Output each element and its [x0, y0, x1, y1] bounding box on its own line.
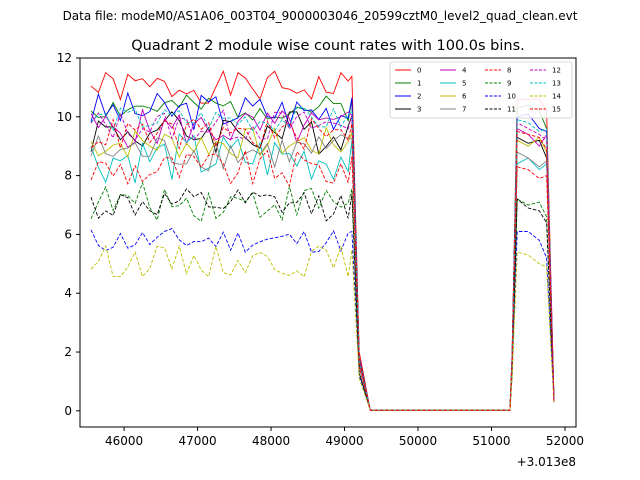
x-tick-label: 51000	[472, 434, 510, 448]
legend-label: 8	[507, 67, 511, 75]
legend-label: 14	[552, 93, 561, 101]
legend-label: 13	[552, 80, 561, 88]
legend-label: 10	[507, 93, 516, 101]
series-line-14	[90, 244, 555, 411]
x-tick-label: 47000	[178, 434, 216, 448]
series-layer	[90, 69, 555, 411]
x-tick-label: 50000	[399, 434, 437, 448]
y-tick-label: 8	[64, 169, 72, 183]
axis-ticks: 46000 47000 48000 49000 50000 51000 52000 0 2 4 6 8…	[57, 51, 584, 448]
legend-label: 0	[417, 67, 421, 75]
x-tick-label: 46000	[105, 434, 143, 448]
series-line-8	[90, 149, 555, 411]
series-line-12	[90, 109, 555, 411]
y-tick-label: 0	[64, 404, 72, 418]
series-line-7	[90, 134, 555, 411]
series-line-9	[90, 181, 555, 411]
legend-label: 1	[417, 80, 421, 88]
series-line-15	[90, 117, 555, 411]
y-tick-label: 6	[64, 227, 72, 241]
series-line-6	[90, 126, 555, 411]
series-line-11	[90, 188, 555, 411]
series-line-3	[90, 111, 555, 411]
y-tick-label: 10	[57, 110, 72, 124]
legend-label: 6	[462, 93, 467, 101]
series-line-5	[90, 132, 555, 411]
y-tick-label: 4	[64, 286, 72, 300]
legend-label: 9	[507, 80, 511, 88]
legend-label: 2	[417, 93, 421, 101]
series-line-10	[90, 228, 555, 411]
legend-box	[389, 61, 573, 119]
x-tick-label: 52000	[546, 434, 584, 448]
legend-label: 3	[417, 106, 421, 114]
series-line-0	[90, 69, 555, 411]
legend-label: 7	[462, 106, 466, 114]
y-tick-label: 12	[57, 51, 72, 65]
plot-frame	[79, 57, 577, 428]
x-tick-label: 49000	[325, 434, 363, 448]
y-tick-label: 2	[64, 345, 72, 359]
legend-label: 11	[507, 106, 516, 114]
series-line-13	[90, 106, 555, 411]
legend-label: 4	[462, 67, 467, 75]
x-tick-label: 48000	[252, 434, 290, 448]
legend-label: 5	[462, 80, 466, 88]
series-line-4	[90, 108, 555, 411]
chart-suptitle: Data file: modeM0/AS1A06_003T04_90000030…	[63, 9, 578, 23]
x-offset-label: +3.013e8	[517, 455, 576, 469]
legend-label: 15	[552, 106, 561, 114]
legend-label: 12	[552, 67, 561, 75]
chart-title: Quadrant 2 module wise count rates with …	[131, 38, 525, 54]
